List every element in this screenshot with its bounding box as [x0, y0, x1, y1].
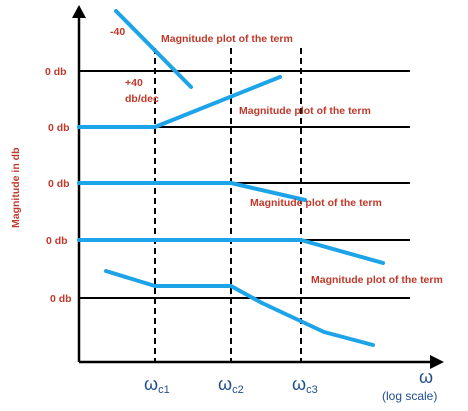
zero-db-label-3: 0 db [48, 178, 70, 190]
corner-label-c1-symbol: ω [144, 374, 158, 394]
y-axis-arrow [72, 5, 86, 18]
x-axis-arrow [430, 355, 444, 369]
corner-label-c3-sub: c3 [306, 384, 318, 396]
x-axis-scale-note: (log scale) [382, 389, 437, 403]
x-axis-symbol: ω [419, 367, 433, 387]
plot-label-term-4: Magnitude plot of the term [311, 274, 443, 286]
corner-label-c2-symbol: ω [218, 374, 232, 394]
y-axis-label: Magnitude in db [10, 148, 22, 229]
slope-plus40-label: +40 [125, 77, 143, 89]
slope-db-dec-label: db/dec [125, 93, 159, 105]
zero-db-label-4: 0 db [46, 235, 68, 247]
plot-label-term-3: Magnitude plot of the term [250, 197, 382, 209]
plot-label-term-1: Magnitude plot of the term [161, 33, 293, 45]
slope-minus40-label: -40 [110, 26, 125, 38]
corner-label-c1: ωc1 [144, 374, 170, 396]
corner-label-c2-sub: c2 [232, 384, 244, 396]
corner-label-c2: ωc2 [218, 374, 244, 396]
curve-composite [104, 269, 375, 347]
zero-db-label-5: 0 db [50, 293, 72, 305]
curve-pole-c3 [77, 238, 385, 265]
curve-pole-c2 [77, 181, 307, 202]
curve-minus40-slope [114, 9, 193, 89]
corner-label-c1-sub: c1 [158, 384, 170, 396]
plot-label-term-2: Magnitude plot of the term [239, 105, 371, 117]
curve-plus40-term [77, 75, 282, 129]
corner-label-c3: ωc3 [292, 374, 318, 396]
zero-db-label-2: 0 db [48, 122, 70, 134]
corner-label-c3-symbol: ω [292, 374, 306, 394]
zero-db-label-1: 0 db [45, 66, 67, 78]
